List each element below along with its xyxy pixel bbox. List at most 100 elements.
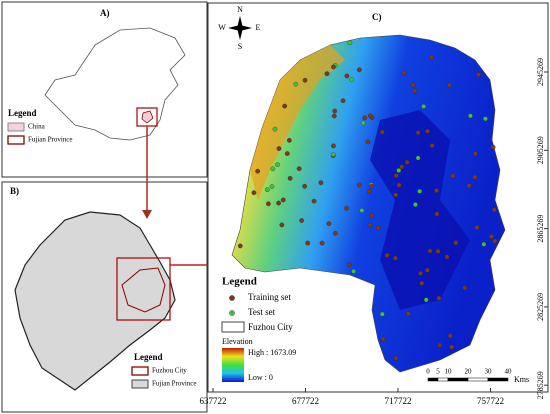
scale-tick-label: 30 xyxy=(485,368,493,376)
sample-point xyxy=(410,82,416,88)
legend-title: Legend xyxy=(134,352,163,362)
sample-point xyxy=(384,252,390,258)
sample-point xyxy=(302,183,308,189)
sample-point xyxy=(365,139,371,145)
sample-point xyxy=(299,218,304,223)
sample-point xyxy=(369,213,374,219)
sample-point xyxy=(305,240,311,246)
sample-point xyxy=(447,333,453,339)
sample-point xyxy=(401,70,407,76)
sample-point xyxy=(255,168,261,174)
sample-point xyxy=(311,198,317,204)
legend-item: Fuzhou City xyxy=(152,367,187,375)
sample-point xyxy=(270,166,276,172)
sample-point xyxy=(434,211,440,217)
compass-label: E xyxy=(256,23,261,32)
sample-point xyxy=(347,40,353,46)
sample-point xyxy=(434,188,439,193)
y-tick-label: 2905269 xyxy=(536,136,545,164)
sample-point xyxy=(393,192,399,198)
sample-point xyxy=(419,280,425,286)
elevation-ramp xyxy=(222,348,244,382)
fujian-shape xyxy=(141,110,154,124)
legend-swatch xyxy=(131,366,149,376)
sample-point xyxy=(280,197,286,203)
sample-point xyxy=(405,311,411,317)
scale-tick-label: 20 xyxy=(465,368,473,376)
sample-point xyxy=(421,104,427,109)
sample-point xyxy=(427,248,433,254)
sample-point xyxy=(474,225,480,230)
sample-point xyxy=(344,205,349,211)
sample-point xyxy=(331,64,336,70)
sample-point xyxy=(393,255,398,261)
sample-point xyxy=(266,201,271,207)
sample-point xyxy=(324,71,330,76)
sample-point xyxy=(272,126,278,132)
sample-point xyxy=(379,311,385,317)
sample-point xyxy=(282,103,288,109)
sample-point xyxy=(447,82,452,88)
legend-swatch xyxy=(131,379,149,389)
sample-point xyxy=(331,113,337,119)
sample-point xyxy=(396,182,402,188)
scale-tick-label: 10 xyxy=(445,368,453,376)
y-tick-label: 2945269 xyxy=(536,58,545,86)
sample-point xyxy=(468,113,473,119)
sample-point xyxy=(393,173,399,178)
sample-point xyxy=(265,187,270,192)
sample-point xyxy=(453,240,459,246)
sample-point xyxy=(491,207,497,213)
sample-point xyxy=(369,183,375,189)
legend-item: Test set xyxy=(248,307,276,317)
scale-tick-label: 5 xyxy=(436,368,440,376)
sample-point xyxy=(362,115,368,121)
scale-segment xyxy=(467,377,489,382)
sample-point xyxy=(483,116,488,122)
sample-point xyxy=(287,137,292,143)
sample-point xyxy=(344,73,350,79)
sample-point xyxy=(489,234,494,239)
legend-item: Fujian Province xyxy=(152,380,197,388)
compass xyxy=(228,16,252,40)
sample-point xyxy=(251,190,257,196)
x-tick-label: 677722 xyxy=(292,396,319,406)
fuzhou-shape xyxy=(121,267,166,313)
sample-point xyxy=(360,120,366,126)
elevation-title: Elevation xyxy=(222,337,253,346)
sample-point xyxy=(330,152,336,157)
legend-swatch xyxy=(7,122,25,132)
sample-point xyxy=(379,129,385,135)
sample-point xyxy=(437,342,443,348)
sample-point xyxy=(275,162,280,168)
sample-point xyxy=(415,155,421,161)
arrowhead xyxy=(142,210,152,219)
legend-item: Fuzhou City xyxy=(248,322,293,332)
scale-tick-label: 40 xyxy=(505,368,513,376)
sample-point xyxy=(425,267,430,273)
scale-segment xyxy=(427,377,439,382)
sample-point xyxy=(331,143,336,149)
elevation-high: High : 1673.09 xyxy=(248,348,296,357)
sample-point xyxy=(492,238,498,244)
panel-label: A) xyxy=(100,8,110,18)
sample-point xyxy=(450,173,456,179)
sample-point xyxy=(429,143,435,148)
sample-point xyxy=(296,166,302,172)
sample-point xyxy=(473,151,478,157)
sample-point xyxy=(423,297,429,303)
y-tick-label: 2785269 xyxy=(536,371,545,399)
scale-unit: Kms xyxy=(514,375,529,384)
legend-title: Legend xyxy=(222,276,257,288)
sample-point xyxy=(287,175,293,181)
sample-point xyxy=(351,268,356,274)
sample-point xyxy=(466,183,472,188)
legend-title: Legend xyxy=(8,108,37,118)
sample-point xyxy=(357,182,362,188)
sample-point xyxy=(276,200,281,206)
sample-point xyxy=(356,67,362,73)
sample-point xyxy=(428,54,434,60)
fujian-province xyxy=(14,211,176,391)
sample-point xyxy=(418,271,423,276)
x-tick-label: 637722 xyxy=(200,396,227,406)
